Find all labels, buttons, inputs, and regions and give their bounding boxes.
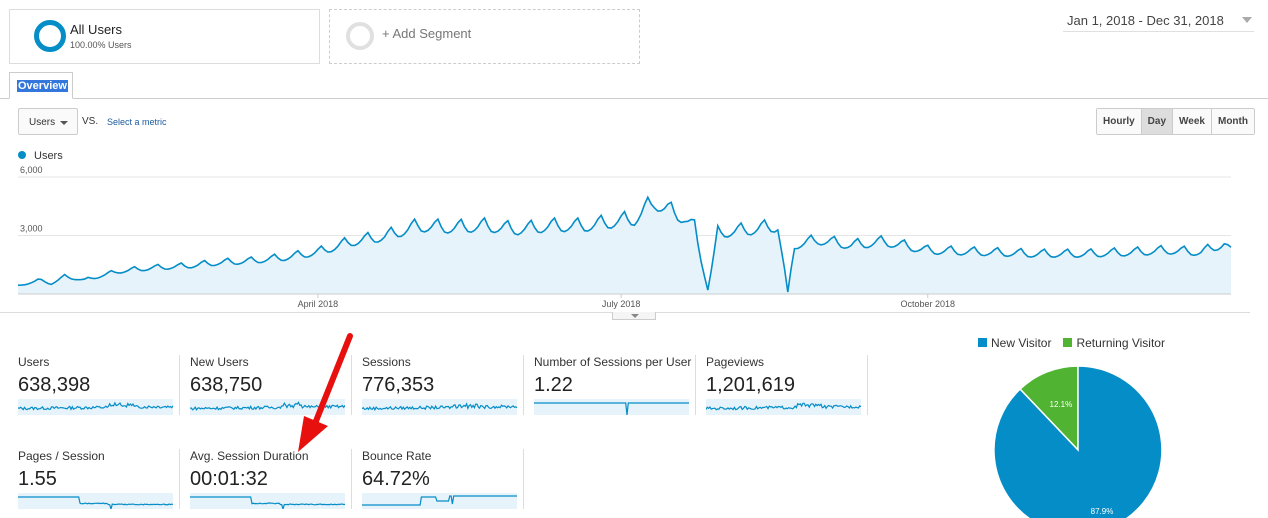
chart-legend-users: Users [18,150,63,162]
metric-title: Avg. Session Duration [190,449,309,463]
metric-select-dropdown[interactable]: Users [18,108,78,135]
pie-slice-returning-visitor [1019,365,1079,452]
metric-select-label: Users [29,117,56,128]
metric-value: 00:01:32 [190,468,268,490]
x-tick-label: April 2018 [298,299,339,309]
pie-legend: New Visitor Returning Visitor [978,336,1165,350]
y-tick-label: 3,000 [20,224,43,234]
add-segment-label: + Add Segment [382,26,472,41]
metric-sparkline [190,493,345,509]
metric-value: 638,750 [190,374,263,396]
metric-title: Pages / Session [18,449,105,463]
metric-sparkline [534,399,689,415]
series-line-users [17,195,1232,293]
x-tick-label: July 2018 [602,299,641,309]
series-area [18,197,1231,294]
sparkline-line [18,401,173,411]
granularity-day-button[interactable]: Day [1140,109,1173,134]
metric-title: Sessions [362,355,411,369]
users-line-chart: 6,000 3,000 April 2018 July 2018 October 201… [17,165,1232,309]
visitor-pie-chart: 12.1% 87.9% [993,365,1163,518]
chart-legend-label: Users [34,150,63,162]
tab-overview-label: Overview [17,80,68,92]
metric-sparkline [18,493,173,509]
sparkline-bg [534,399,689,415]
chevron-down-icon [60,121,68,125]
metric-value: 638,398 [18,374,91,396]
select-metric-link[interactable]: Select a metric [107,117,167,127]
tab-overview[interactable]: Overview [9,72,73,99]
segment-all-users[interactable]: All Users 100.00% Users [9,9,320,64]
metric-value: 1,201,619 [706,374,795,396]
segment-name: All Users [70,22,123,37]
sparkline-line [706,402,861,411]
chevron-down-icon [631,314,639,318]
sparkline-bg [706,399,861,415]
metric-card-new-users[interactable]: New Users 638,750 [190,355,352,415]
metric-card-pageviews[interactable]: Pageviews 1,201,619 [706,355,868,415]
tab-bar-divider [0,98,1268,99]
metric-title: Users [18,355,50,369]
segment-donut-icon [34,20,66,52]
metric-sparkline [362,493,517,509]
add-segment-button[interactable]: + Add Segment [329,9,640,64]
sparkline-line [534,402,689,415]
metric-title: Bounce Rate [362,449,432,463]
sparkline-line [18,496,173,509]
metric-card-sessions-per-user[interactable]: Number of Sessions per User 1.22 [534,355,696,415]
legend-swatch [978,338,987,347]
metric-value: 1.55 [18,468,57,490]
legend-label: Returning Visitor [1076,336,1165,350]
segment-percentage: 100.00% Users [70,40,132,50]
granularity-toggle: Hourly Day Week Month [1096,108,1255,135]
metric-card-users[interactable]: Users 638,398 [18,355,180,415]
metric-sparkline [18,399,173,415]
granularity-week-button[interactable]: Week [1172,109,1211,134]
metric-sparkline [362,399,517,415]
arrow-shaft [311,333,353,429]
metric-card-avg-session-duration[interactable]: Avg. Session Duration 00:01:32 [190,449,352,509]
metric-title: Number of Sessions per User [534,355,692,369]
chevron-down-icon [1242,17,1252,23]
granularity-hourly-button[interactable]: Hourly [1097,109,1141,134]
date-range-label: Jan 1, 2018 - Dec 31, 2018 [1067,13,1224,28]
chart-expand-handle[interactable] [612,312,656,320]
empty-segment-icon [346,22,374,50]
y-tick-label: 6,000 [20,165,43,175]
sparkline-bg [190,493,345,509]
metric-title: New Users [190,355,249,369]
sparkline-line [362,495,517,506]
x-tick-label: October 2018 [900,299,955,309]
legend-item-new-visitor[interactable]: New Visitor [978,336,1051,350]
arrow-head [298,416,328,452]
date-range-picker[interactable]: Jan 1, 2018 - Dec 31, 2018 [1063,10,1254,32]
legend-item-returning-visitor[interactable]: Returning Visitor [1063,336,1165,350]
sparkline-line [190,496,345,509]
metric-sparkline [706,399,861,415]
legend-label: New Visitor [991,336,1052,350]
granularity-month-button[interactable]: Month [1210,109,1254,134]
legend-swatch [1063,338,1073,347]
series-dot-icon [18,151,26,159]
metric-value: 1.22 [534,374,573,396]
metric-value: 64.72% [362,468,430,490]
pie-label-returning-visitor: 12.1% [1050,400,1073,409]
sparkline-line [362,402,517,412]
vs-label: VS. [82,116,99,127]
metric-card-sessions[interactable]: Sessions 776,353 [362,355,524,415]
annotation-arrow-icon [298,333,353,452]
metric-card-bounce-rate[interactable]: Bounce Rate 64.72% [362,449,524,509]
pie-slice-new-visitor [993,365,1163,518]
sparkline-bg [18,493,173,509]
metric-card-pages-per-session[interactable]: Pages / Session 1.55 [18,449,180,509]
metric-title: Pageviews [706,355,765,369]
pie-label-new-visitor: 87.9% [1091,507,1114,516]
metric-value: 776,353 [362,374,435,396]
